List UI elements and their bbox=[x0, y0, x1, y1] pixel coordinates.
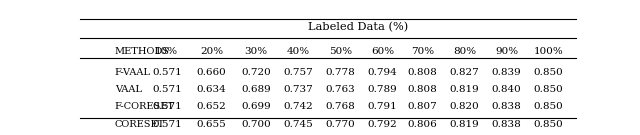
Text: 0.571: 0.571 bbox=[152, 68, 182, 77]
Text: 0.792: 0.792 bbox=[368, 120, 397, 129]
Text: 0.819: 0.819 bbox=[449, 85, 479, 94]
Text: 0.794: 0.794 bbox=[368, 68, 397, 77]
Text: 0.808: 0.808 bbox=[408, 68, 437, 77]
Text: 0.634: 0.634 bbox=[196, 85, 227, 94]
Text: 50%: 50% bbox=[329, 47, 352, 56]
Text: 60%: 60% bbox=[371, 47, 394, 56]
Text: 0.652: 0.652 bbox=[196, 102, 227, 112]
Text: 0.571: 0.571 bbox=[152, 85, 182, 94]
Text: METHODS: METHODS bbox=[115, 47, 170, 56]
Text: 0.768: 0.768 bbox=[326, 102, 355, 112]
Text: 0.571: 0.571 bbox=[152, 102, 182, 112]
Text: 0.699: 0.699 bbox=[241, 102, 271, 112]
Text: 0.720: 0.720 bbox=[241, 68, 271, 77]
Text: 80%: 80% bbox=[453, 47, 476, 56]
Text: VAAL: VAAL bbox=[115, 85, 141, 94]
Text: 0.850: 0.850 bbox=[534, 120, 564, 129]
Text: 20%: 20% bbox=[200, 47, 223, 56]
Text: 0.791: 0.791 bbox=[368, 102, 397, 112]
Text: 40%: 40% bbox=[287, 47, 310, 56]
Text: 0.789: 0.789 bbox=[368, 85, 397, 94]
Text: 0.745: 0.745 bbox=[284, 120, 313, 129]
Text: F-VAAL: F-VAAL bbox=[115, 68, 151, 77]
Text: 30%: 30% bbox=[244, 47, 268, 56]
Text: 0.850: 0.850 bbox=[534, 68, 564, 77]
Text: 100%: 100% bbox=[534, 47, 564, 56]
Text: 0.820: 0.820 bbox=[449, 102, 479, 112]
Text: 0.763: 0.763 bbox=[326, 85, 355, 94]
Text: CORESET: CORESET bbox=[115, 120, 165, 129]
Text: 0.807: 0.807 bbox=[408, 102, 437, 112]
Text: 0.655: 0.655 bbox=[196, 120, 227, 129]
Text: 0.819: 0.819 bbox=[449, 120, 479, 129]
Text: 0.660: 0.660 bbox=[196, 68, 227, 77]
Text: 0.770: 0.770 bbox=[326, 120, 355, 129]
Text: 70%: 70% bbox=[411, 47, 434, 56]
Text: 10%: 10% bbox=[156, 47, 179, 56]
Text: 0.838: 0.838 bbox=[492, 120, 522, 129]
Text: 0.778: 0.778 bbox=[326, 68, 355, 77]
Text: 0.838: 0.838 bbox=[492, 102, 522, 112]
Text: 0.840: 0.840 bbox=[492, 85, 522, 94]
Text: 0.757: 0.757 bbox=[284, 68, 313, 77]
Text: F-CORESET: F-CORESET bbox=[115, 102, 175, 112]
Text: 0.827: 0.827 bbox=[449, 68, 479, 77]
Text: 0.806: 0.806 bbox=[408, 120, 437, 129]
Text: 0.839: 0.839 bbox=[492, 68, 522, 77]
Text: 0.850: 0.850 bbox=[534, 85, 564, 94]
Text: 0.808: 0.808 bbox=[408, 85, 437, 94]
Text: 0.742: 0.742 bbox=[284, 102, 313, 112]
Text: 0.700: 0.700 bbox=[241, 120, 271, 129]
Text: 90%: 90% bbox=[495, 47, 518, 56]
Text: Labeled Data (%): Labeled Data (%) bbox=[308, 22, 408, 33]
Text: 0.689: 0.689 bbox=[241, 85, 271, 94]
Text: 0.850: 0.850 bbox=[534, 102, 564, 112]
Text: 0.571: 0.571 bbox=[152, 120, 182, 129]
Text: 0.737: 0.737 bbox=[284, 85, 313, 94]
